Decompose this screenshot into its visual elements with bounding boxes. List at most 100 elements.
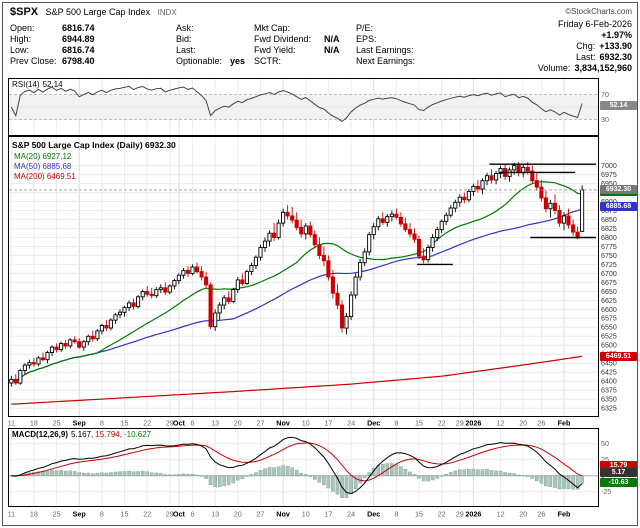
svg-text:6350: 6350 — [601, 396, 617, 404]
fwd-dividend-label: Fwd Dividend: — [254, 34, 312, 44]
svg-text:6600: 6600 — [601, 306, 617, 314]
rsi-panel-label: RSI(14) 52.14 — [12, 80, 63, 89]
svg-text:Oct: Oct — [173, 510, 186, 519]
svg-text:27: 27 — [257, 510, 265, 519]
svg-text:18: 18 — [30, 419, 38, 428]
last-price-box: 6932.30 — [600, 185, 637, 195]
svg-text:6: 6 — [191, 419, 195, 428]
svg-text:6450: 6450 — [601, 360, 617, 368]
svg-text:30: 30 — [601, 115, 609, 124]
svg-text:17: 17 — [324, 419, 332, 428]
svg-text:70: 70 — [601, 90, 609, 99]
svg-text:8: 8 — [394, 510, 398, 519]
svg-text:6550: 6550 — [601, 324, 617, 332]
ma200-legend: MA(200) 6469.51 — [14, 172, 76, 181]
prev-close-label: Prev Close: — [10, 56, 57, 66]
svg-text:6650: 6650 — [601, 288, 617, 296]
svg-text:6900: 6900 — [601, 198, 617, 206]
mktcap-label: Mkt Cap: — [254, 23, 291, 33]
svg-text:7000: 7000 — [601, 162, 617, 170]
percent-change: +1.97% — [601, 30, 632, 40]
optionable-value: yes — [230, 56, 246, 66]
svg-text:6400: 6400 — [601, 378, 617, 386]
svg-text:15: 15 — [121, 510, 129, 519]
svg-text:18: 18 — [30, 510, 38, 519]
macd-line-value: 5.167, — [71, 430, 94, 439]
ma200-price-box: 6469.51 — [600, 351, 637, 361]
svg-text:10: 10 — [302, 510, 310, 519]
svg-text:6725: 6725 — [601, 261, 617, 269]
svg-text:6375: 6375 — [601, 387, 617, 395]
last2-label: Last: — [575, 52, 596, 62]
fwd-yield-value: N/A — [324, 45, 340, 55]
macd-hist-value: -10.627 — [123, 430, 152, 439]
open-value: 6816.74 — [62, 23, 95, 33]
svg-text:6675: 6675 — [601, 279, 617, 287]
high-label: High: — [10, 34, 32, 44]
svg-text:6500: 6500 — [601, 342, 617, 350]
quote-col-earnings: P/E: EPS: Last Earnings: Next Earnings: — [356, 23, 430, 67]
svg-text:6: 6 — [191, 510, 195, 519]
volume-label: Volume: — [537, 63, 571, 73]
ma50-price-box: 6885.68 — [600, 202, 637, 212]
macd-panel-label: MACD(12,26,9) 5.167, 15.794, -10.627 — [12, 430, 153, 439]
quote-col-bid-ask: Ask: Bid: Last: Optionable: yes — [176, 23, 245, 67]
svg-text:6850: 6850 — [601, 216, 617, 224]
svg-text:2026: 2026 — [465, 510, 481, 519]
svg-text:Dec: Dec — [367, 419, 380, 428]
rsi-value-box: 52.14 — [600, 101, 637, 111]
svg-text:25: 25 — [601, 456, 609, 464]
svg-text:Sep: Sep — [73, 419, 87, 428]
macd-indicator-name: MACD(12,26,9) — [12, 430, 69, 439]
ask-label: Ask: — [176, 23, 194, 33]
svg-text:Sep: Sep — [73, 510, 87, 519]
svg-text:17: 17 — [324, 510, 332, 519]
macd-signal-box: 15.79 — [600, 461, 637, 471]
svg-text:26: 26 — [537, 419, 545, 428]
svg-text:29: 29 — [456, 510, 464, 519]
svg-text:Nov: Nov — [276, 419, 290, 428]
svg-text:Nov: Nov — [276, 510, 290, 519]
svg-text:15: 15 — [121, 419, 129, 428]
svg-text:25: 25 — [53, 510, 61, 519]
macd-signal-value: 15.794, — [95, 430, 122, 439]
title-row: $SPX S&P 500 Large Cap Index INDX — [10, 6, 177, 18]
bid-label: Bid: — [176, 34, 192, 44]
svg-text:6775: 6775 — [601, 243, 617, 251]
svg-text:26: 26 — [537, 510, 545, 519]
svg-text:Oct: Oct — [173, 419, 186, 428]
svg-text:12: 12 — [497, 419, 505, 428]
svg-text:15: 15 — [415, 510, 423, 519]
svg-text:6575: 6575 — [601, 315, 617, 323]
svg-text:20: 20 — [519, 510, 527, 519]
ticker-symbol: $SPX — [10, 6, 39, 18]
macd-line-box: 5.17 — [600, 467, 637, 477]
svg-text:6950: 6950 — [601, 180, 617, 188]
svg-text:29: 29 — [166, 419, 174, 428]
svg-text:-25: -25 — [601, 488, 611, 496]
svg-text:Feb: Feb — [558, 419, 571, 428]
svg-text:20: 20 — [234, 510, 242, 519]
svg-text:6975: 6975 — [601, 171, 617, 179]
copyright: ©StockCharts.com — [565, 7, 632, 16]
svg-text:6525: 6525 — [601, 333, 617, 341]
svg-text:29: 29 — [166, 510, 174, 519]
svg-text:25: 25 — [53, 419, 61, 428]
last2-value: 6932.30 — [599, 52, 632, 62]
fwd-dividend-value: N/A — [324, 34, 340, 44]
svg-text:20: 20 — [519, 419, 527, 428]
svg-text:6700: 6700 — [601, 270, 617, 278]
volume-value: 3,834,152,960 — [574, 63, 632, 73]
svg-text:6425: 6425 — [601, 369, 617, 377]
index-name: S&P 500 Large Cap Index — [45, 7, 151, 17]
svg-text:2026: 2026 — [465, 419, 481, 428]
exchange-label: INDX — [157, 8, 177, 17]
svg-text:15: 15 — [415, 419, 423, 428]
svg-text:6325: 6325 — [601, 405, 617, 413]
svg-text:8: 8 — [100, 510, 104, 519]
chart-canvas: 7030632563506375640064256450647565006525… — [8, 78, 617, 519]
svg-text:20: 20 — [234, 419, 242, 428]
optionable-label: Optionable: — [176, 56, 223, 66]
chart-header: $SPX S&P 500 Large Cap Index INDX ©Stock… — [0, 3, 640, 78]
